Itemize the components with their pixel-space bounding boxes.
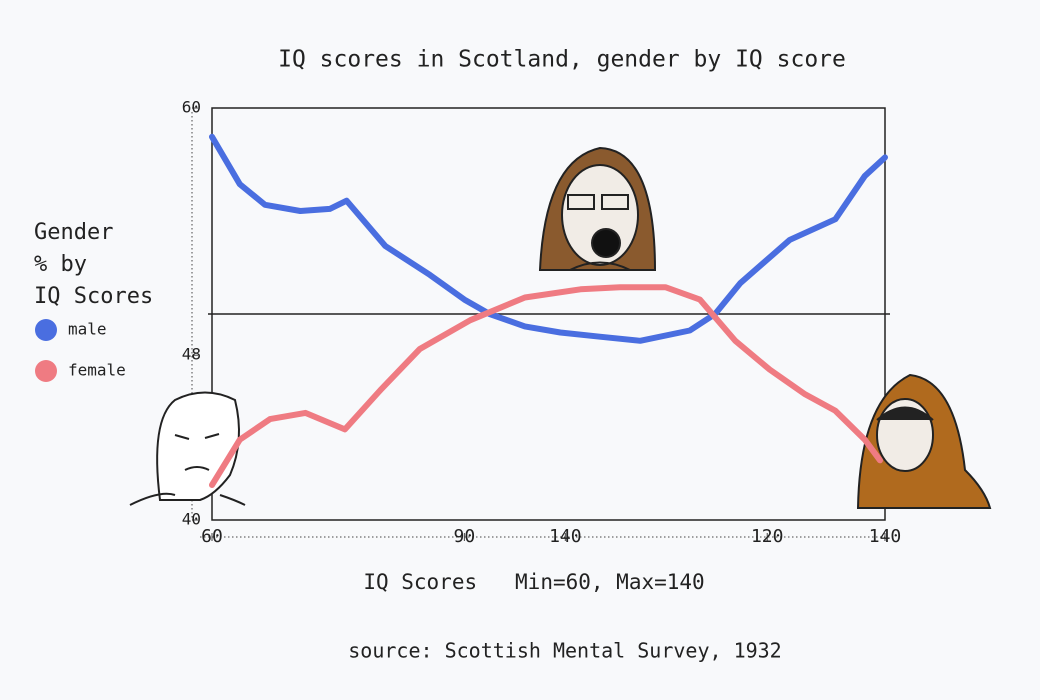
y-tick-label: 60 [182, 98, 201, 117]
source: source: Scottish Mental Survey, 1932 [348, 639, 781, 663]
legend-label: male [68, 320, 107, 339]
legend-title: % by [34, 252, 87, 277]
legend-label: female [68, 361, 126, 380]
legend-title: Gender [34, 220, 113, 245]
y-tick-label: 40 [182, 510, 201, 529]
x-tick-label: 60 [201, 526, 223, 547]
x-axis-label: IQ Scores Min=60, Max=140 [363, 570, 704, 594]
chart-title: IQ scores in Scotland, gender by IQ scor… [278, 47, 846, 73]
legend: Gender % by IQ Scores male female [34, 220, 153, 382]
legend-swatch [35, 360, 57, 382]
face-wojak [129, 391, 246, 506]
series-line [209, 284, 883, 488]
x-tick-label: 140 [549, 526, 582, 547]
face-hooded [856, 373, 992, 509]
legend-swatch [35, 319, 57, 341]
x-tick-label: 120 [751, 526, 784, 547]
y-tick-label: 48 [182, 345, 201, 364]
x-tick-label: 140 [869, 526, 902, 547]
legend-title: IQ Scores [34, 284, 153, 309]
series-line [209, 133, 888, 344]
face-crying [538, 146, 657, 271]
x-tick-label: 90 [454, 526, 476, 547]
